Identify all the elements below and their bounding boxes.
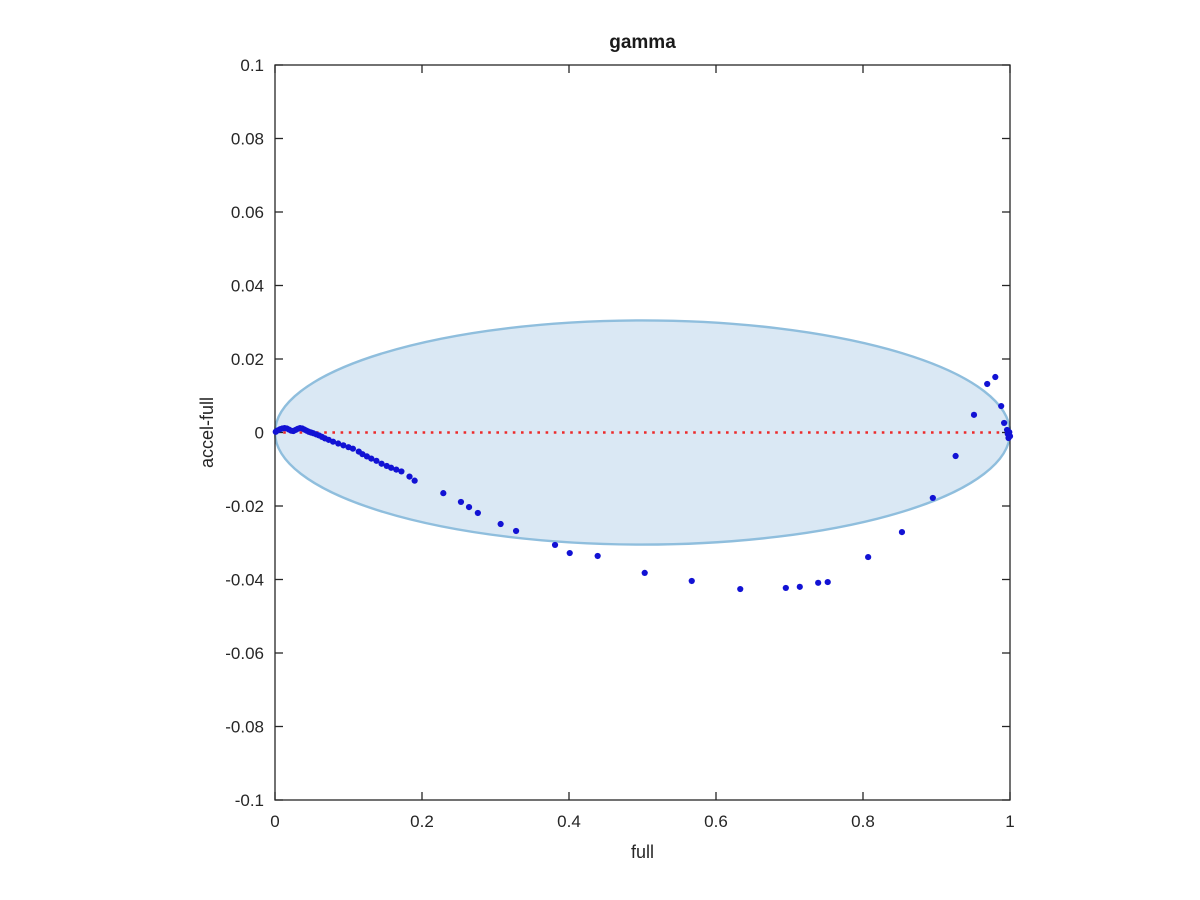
scatter-point — [641, 569, 648, 576]
scatter-point — [594, 552, 601, 560]
scatter-point — [340, 442, 347, 449]
scatter-point — [865, 553, 872, 561]
scatter-point — [992, 373, 999, 381]
y-tick-label: -0.06 — [225, 644, 264, 663]
scatter-point — [737, 585, 744, 593]
scatter-point — [457, 498, 465, 506]
y-tick-label: 0.06 — [231, 203, 264, 222]
scatter-point — [512, 527, 520, 535]
scatter-point — [898, 528, 906, 536]
x-tick-label: 0 — [270, 812, 279, 831]
scatter-point — [465, 504, 473, 511]
scatter-point — [406, 473, 413, 480]
x-tick-label: 0.4 — [557, 812, 581, 831]
scatter-point — [378, 460, 385, 467]
scatter-point — [551, 541, 559, 549]
y-tick-label: -0.1 — [235, 791, 264, 810]
scatter-point — [388, 464, 395, 471]
scatter-point — [566, 549, 573, 557]
scatter-point — [984, 380, 991, 388]
scatter-point — [497, 520, 504, 528]
y-tick-label: 0.08 — [231, 130, 264, 149]
scatter-point — [929, 494, 936, 502]
scatter-point — [329, 438, 337, 445]
tick-labels: 0 0.2 0.4 0.6 0.8 1 -0.1 -0.08 -0.06 -0.04 -0.02 0 0… — [225, 56, 1014, 831]
scatter-point — [815, 579, 822, 586]
scatter-point — [474, 509, 481, 517]
y-tick-label: -0.04 — [225, 571, 264, 590]
scatter-point — [411, 477, 418, 484]
scatter-point — [782, 584, 789, 592]
y-tick-label: 0.02 — [231, 350, 264, 369]
scatter-point — [998, 402, 1005, 410]
y-tick-label: 0 — [255, 424, 264, 443]
scatter-point — [952, 452, 959, 460]
scatter-point — [796, 583, 803, 590]
scatter-point — [688, 577, 695, 585]
y-tick-label: -0.02 — [225, 497, 264, 516]
y-tick-label: -0.08 — [225, 718, 264, 737]
x-axis-label: full — [631, 842, 654, 862]
y-axis-label: accel-full — [197, 397, 217, 468]
plot-title: gamma — [609, 32, 676, 53]
scatter-points — [272, 373, 1014, 593]
scatter-point — [398, 468, 405, 475]
scatter-point — [824, 578, 831, 586]
scatter-point — [393, 466, 400, 473]
x-tick-label: 0.8 — [851, 812, 875, 831]
scatter-point — [1006, 433, 1014, 440]
x-tick-label: 0.2 — [410, 812, 434, 831]
scatter-point — [970, 411, 978, 418]
scatter-point — [373, 457, 380, 464]
scatter-point — [335, 440, 342, 447]
scatter-point — [368, 455, 375, 462]
y-tick-label: 0.1 — [240, 56, 264, 75]
scatter-point — [440, 490, 447, 497]
x-tick-label: 0.6 — [704, 812, 728, 831]
x-tick-label: 1 — [1005, 812, 1014, 831]
y-tick-label: 0.04 — [231, 277, 264, 296]
scatter-point — [1001, 419, 1008, 427]
scatter-point — [349, 445, 357, 452]
